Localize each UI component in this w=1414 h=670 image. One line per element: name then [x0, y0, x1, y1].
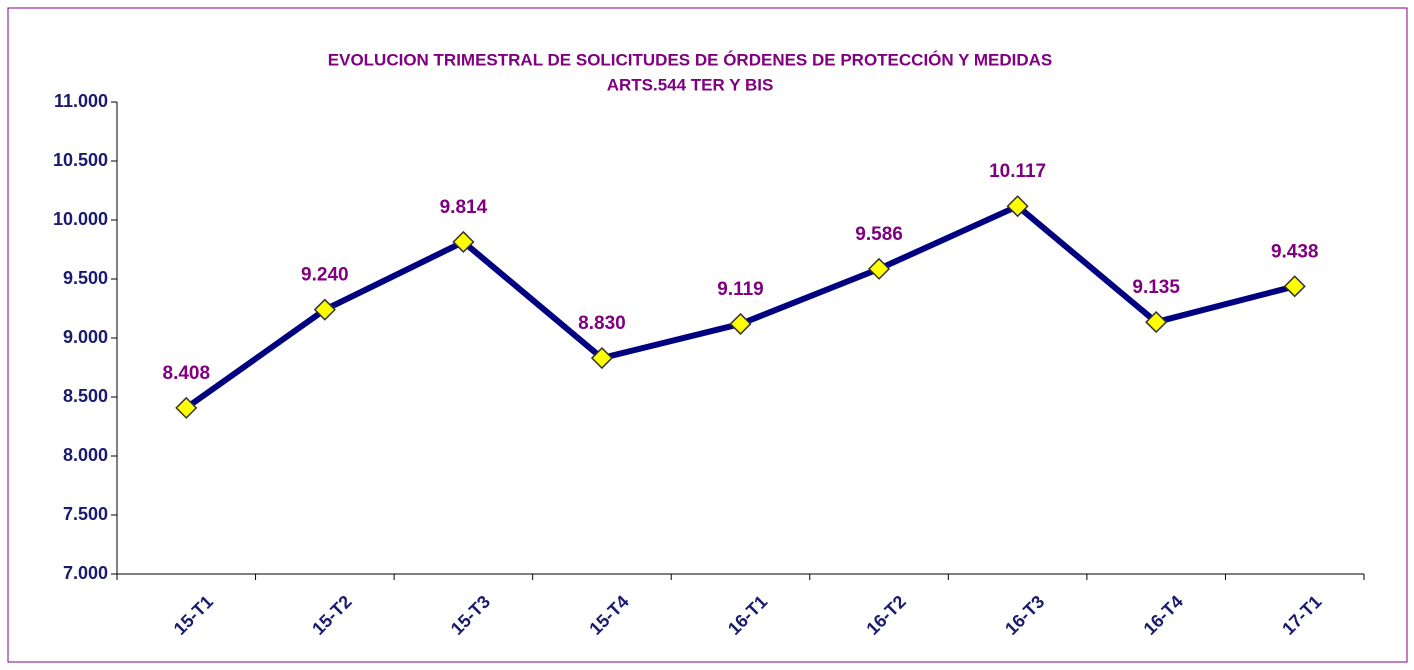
marker — [590, 346, 614, 370]
marker — [867, 257, 891, 280]
y-tick-label: 8.000 — [63, 445, 108, 465]
y-tick-label: 10.000 — [53, 209, 108, 229]
marker — [1145, 311, 1168, 334]
marker — [1283, 275, 1306, 298]
marker — [175, 396, 198, 419]
y-tick-label: 9.000 — [63, 327, 108, 347]
y-tick-label: 8.500 — [63, 386, 108, 406]
data-label: 9.814 — [440, 197, 488, 218]
marker — [1006, 195, 1029, 218]
data-label: 9.586 — [855, 224, 903, 245]
y-tick-label: 11.000 — [54, 91, 108, 111]
data-label: 10.117 — [989, 161, 1046, 182]
marker — [313, 298, 336, 321]
y-tick-label: 9.500 — [63, 268, 108, 288]
y-tick-label: 7.000 — [63, 563, 108, 583]
marker — [729, 312, 752, 336]
data-label: 9.438 — [1271, 241, 1319, 262]
marker — [452, 230, 475, 254]
y-tick-label: 7.500 — [63, 504, 108, 524]
data-label: 8.408 — [163, 363, 211, 384]
data-label: 8.830 — [578, 313, 626, 334]
data-label: 9.240 — [301, 265, 349, 286]
data-label: 9.135 — [1132, 277, 1180, 298]
chart-title: EVOLUCION TRIMESTRAL DE SOLICITUDES DE Ó… — [328, 50, 1052, 69]
chart-subtitle: ARTS.544 TER Y BIS — [607, 75, 774, 94]
data-label: 9.119 — [717, 279, 764, 300]
y-tick-label: 10.500 — [53, 150, 108, 170]
